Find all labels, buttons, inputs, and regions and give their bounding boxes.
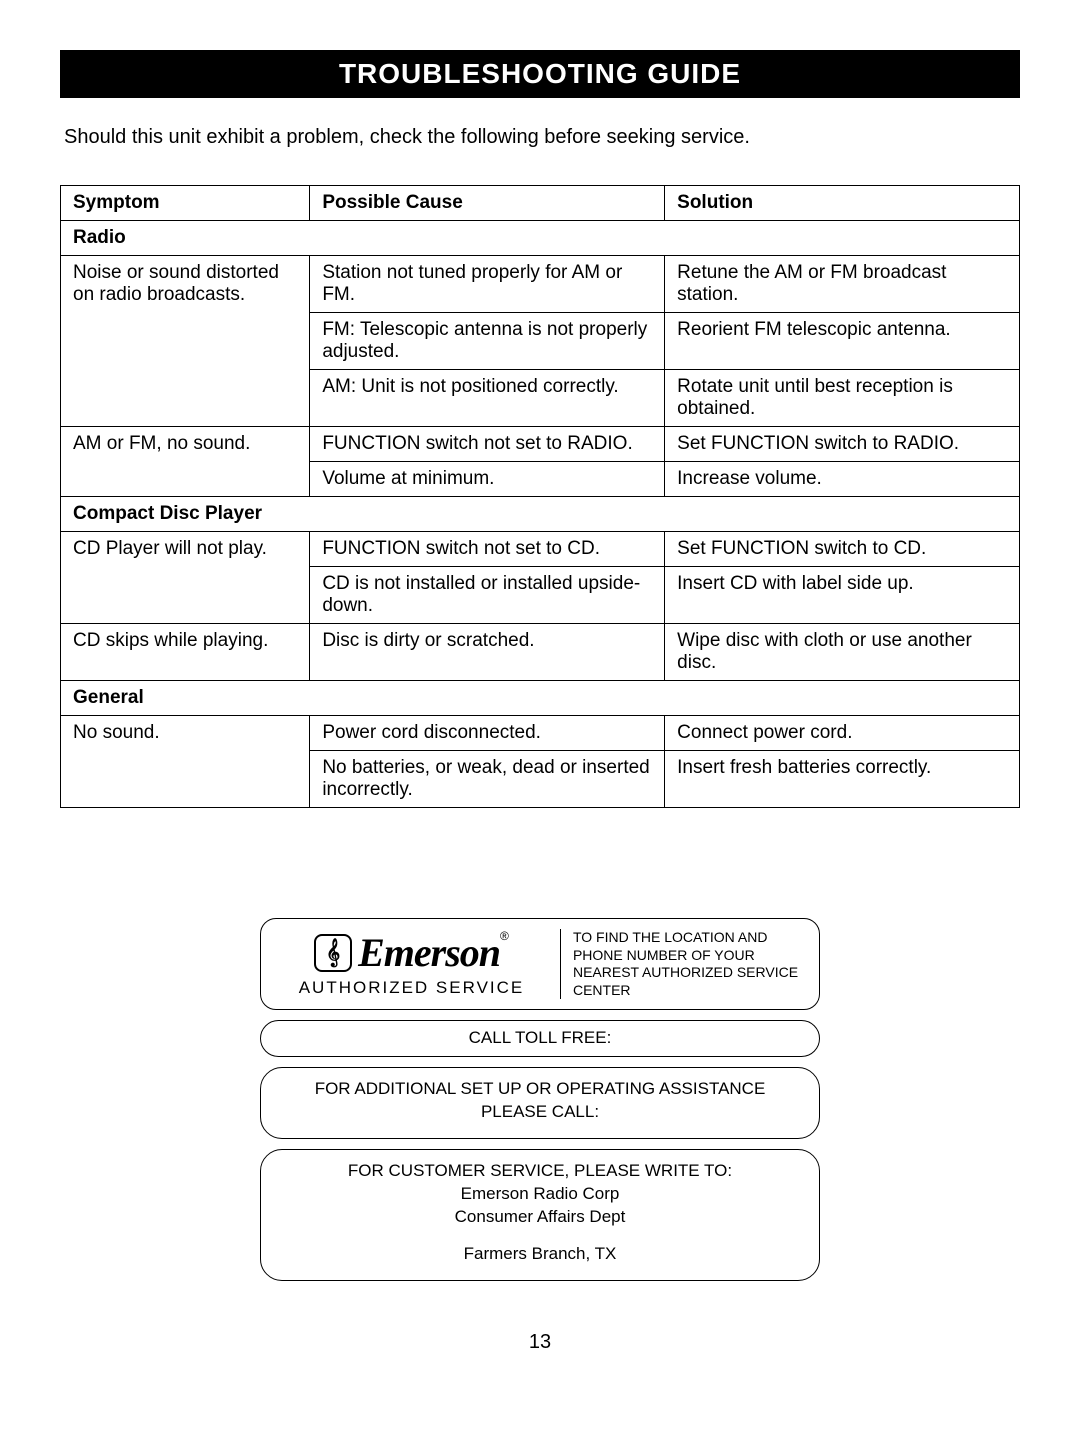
table-row: CD skips while playing. Disc is dirty or…	[61, 624, 1020, 681]
cust-line2: Emerson Radio Corp	[277, 1183, 803, 1206]
assist-line2: PLEASE CALL:	[277, 1101, 803, 1124]
table-row: CD Player will not play. FUNCTION switch…	[61, 532, 1020, 567]
cust-line1: FOR CUSTOMER SERVICE, PLEASE WRITE TO:	[277, 1160, 803, 1183]
cell-cause: No batteries, or weak, dead or inserted …	[310, 751, 665, 808]
cust-line4: Farmers Branch, TX	[277, 1243, 803, 1266]
cell-cause: CD is not installed or installed upside-…	[310, 567, 665, 624]
assist-line1: FOR ADDITIONAL SET UP OR OPERATING ASSIS…	[277, 1078, 803, 1101]
registered-icon: ®	[500, 929, 509, 943]
cell-cause: Volume at minimum.	[310, 462, 665, 497]
table-row: No sound. Power cord disconnected. Conne…	[61, 716, 1020, 751]
page-number: 13	[60, 1331, 1020, 1354]
customer-service-row: FOR CUSTOMER SERVICE, PLEASE WRITE TO: E…	[260, 1149, 820, 1281]
cell-solution: Insert CD with label side up.	[665, 567, 1020, 624]
section-row-cd: Compact Disc Player	[61, 497, 1020, 532]
header-solution: Solution	[665, 186, 1020, 221]
cell-solution: Wipe disc with cloth or use another disc…	[665, 624, 1020, 681]
header-symptom: Symptom	[61, 186, 310, 221]
cell-solution: Set FUNCTION switch to RADIO.	[665, 427, 1020, 462]
section-radio: Radio	[61, 221, 1020, 256]
table-row: Noise or sound distorted on radio broadc…	[61, 256, 1020, 313]
service-card: 𝄞 Emerson® AUTHORIZED SERVICE TO FIND TH…	[260, 918, 820, 1281]
cell-symptom: No sound.	[61, 716, 310, 808]
cell-symptom: CD skips while playing.	[61, 624, 310, 681]
cell-solution: Rotate unit until best reception is obta…	[665, 370, 1020, 427]
call-toll-free-row: CALL TOLL FREE:	[260, 1020, 820, 1057]
cell-cause: FM: Telescopic antenna is not properly a…	[310, 313, 665, 370]
section-row-general: General	[61, 681, 1020, 716]
table-row: AM or FM, no sound. FUNCTION switch not …	[61, 427, 1020, 462]
manual-page: TROUBLESHOOTING GUIDE Should this unit e…	[0, 0, 1080, 1394]
treble-clef-icon: 𝄞	[314, 934, 352, 972]
cell-solution: Connect power cord.	[665, 716, 1020, 751]
cell-symptom: AM or FM, no sound.	[61, 427, 310, 497]
section-cd: Compact Disc Player	[61, 497, 1020, 532]
cell-solution: Set FUNCTION switch to CD.	[665, 532, 1020, 567]
page-title: TROUBLESHOOTING GUIDE	[60, 50, 1020, 98]
cell-cause: Station not tuned properly for AM or FM.	[310, 256, 665, 313]
section-row-radio: Radio	[61, 221, 1020, 256]
cell-solution: Insert fresh batteries correctly.	[665, 751, 1020, 808]
cell-cause: Power cord disconnected.	[310, 716, 665, 751]
header-cause: Possible Cause	[310, 186, 665, 221]
cell-symptom: CD Player will not play.	[61, 532, 310, 624]
call-toll-free-label: CALL TOLL FREE:	[469, 1028, 612, 1047]
assistance-row: FOR ADDITIONAL SET UP OR OPERATING ASSIS…	[260, 1067, 820, 1139]
table-header-row: Symptom Possible Cause Solution	[61, 186, 1020, 221]
intro-text: Should this unit exhibit a problem, chec…	[60, 126, 1020, 149]
cell-solution: Reorient FM telescopic antenna.	[665, 313, 1020, 370]
cell-symptom: Noise or sound distorted on radio broadc…	[61, 256, 310, 427]
cell-cause: FUNCTION switch not set to RADIO.	[310, 427, 665, 462]
troubleshooting-table: Symptom Possible Cause Solution Radio No…	[60, 185, 1020, 808]
brand-name: Emerson	[358, 930, 500, 975]
cell-cause: Disc is dirty or scratched.	[310, 624, 665, 681]
section-general: General	[61, 681, 1020, 716]
cell-cause: AM: Unit is not positioned correctly.	[310, 370, 665, 427]
brand-logo: 𝄞 Emerson®	[275, 929, 548, 976]
service-header-box: 𝄞 Emerson® AUTHORIZED SERVICE TO FIND TH…	[260, 918, 820, 1010]
find-location-text: TO FIND THE LOCATION AND PHONE NUMBER OF…	[560, 929, 805, 999]
cell-cause: FUNCTION switch not set to CD.	[310, 532, 665, 567]
cell-solution: Retune the AM or FM broadcast station.	[665, 256, 1020, 313]
spacer	[277, 1229, 803, 1243]
cust-line3: Consumer Affairs Dept	[277, 1206, 803, 1229]
authorized-service-label: AUTHORIZED SERVICE	[275, 978, 548, 998]
brand-block: 𝄞 Emerson® AUTHORIZED SERVICE	[275, 929, 548, 999]
cell-solution: Increase volume.	[665, 462, 1020, 497]
